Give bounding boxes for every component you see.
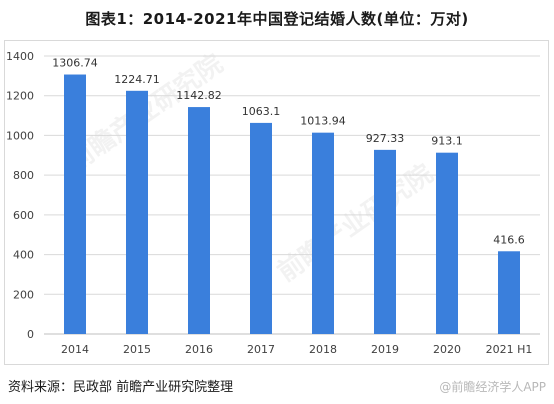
bar xyxy=(498,251,520,334)
watermark-text: @前瞻经济学人APP xyxy=(439,380,546,394)
x-tick-label: 2018 xyxy=(309,343,337,356)
bar xyxy=(64,74,86,334)
x-axis-ticks: 2014 2015 2016 2017 2018 2019 2020 2021 H1 xyxy=(61,343,532,356)
data-label: 1306.74 xyxy=(52,57,98,70)
bar xyxy=(436,152,458,334)
plot-frame xyxy=(4,40,549,365)
source-note: 资料来源：民政部 前瞻产业研究院整理 xyxy=(8,380,234,395)
x-tick-label: 2021 H1 xyxy=(486,343,533,356)
x-tick-label: 2019 xyxy=(371,343,399,356)
data-label: 1224.71 xyxy=(114,73,160,86)
x-tick-label: 2016 xyxy=(185,343,213,356)
y-tick-label: 1200 xyxy=(6,90,34,103)
x-tick-label: 2017 xyxy=(247,343,275,356)
y-tick-label: 200 xyxy=(13,288,34,301)
y-axis-ticks: 0 200 400 600 800 1000 1200 1400 xyxy=(6,50,34,341)
y-tick-label: 1000 xyxy=(6,129,34,142)
x-tick-label: 2020 xyxy=(433,343,461,356)
bar xyxy=(126,90,148,334)
data-label: 1142.82 xyxy=(176,89,222,102)
data-label: 1063.1 xyxy=(242,105,281,118)
bar xyxy=(250,122,272,334)
gridlines xyxy=(44,55,540,335)
bar xyxy=(374,149,396,334)
watermark-text: 前瞻产业研究院 xyxy=(272,158,439,288)
bar xyxy=(188,107,210,334)
chart-title: 图表1：2014-2021年中国登记结婚人数(单位：万对) xyxy=(85,10,469,28)
bars xyxy=(64,74,520,334)
data-label: 416.6 xyxy=(493,233,525,246)
x-tick-label: 2015 xyxy=(123,343,151,356)
data-label: 927.33 xyxy=(366,132,405,145)
y-tick-label: 600 xyxy=(13,209,34,222)
bar xyxy=(312,132,334,334)
y-tick-label: 800 xyxy=(13,169,34,182)
x-tick-label: 2014 xyxy=(61,343,89,356)
data-labels: 1306.74 1224.71 1142.82 1063.1 1013.94 927.33… xyxy=(52,57,525,247)
data-label: 913.1 xyxy=(431,135,463,148)
y-tick-label: 0 xyxy=(27,328,34,341)
data-label: 1013.94 xyxy=(300,115,346,128)
y-tick-label: 400 xyxy=(13,249,34,262)
y-tick-label: 1400 xyxy=(6,50,34,63)
